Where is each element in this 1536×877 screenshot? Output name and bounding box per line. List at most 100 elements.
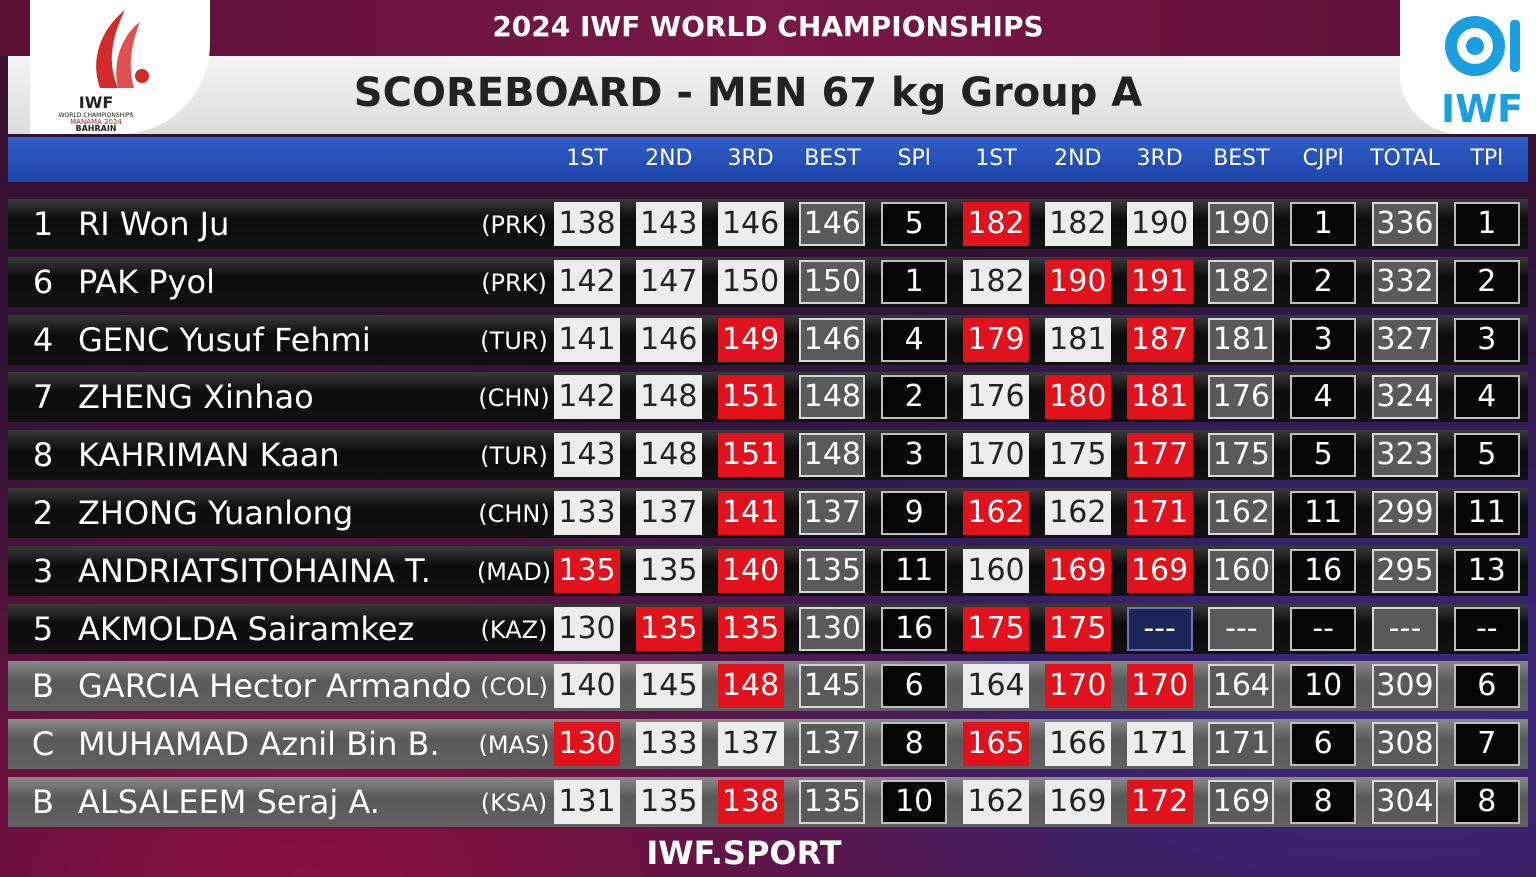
result-cell: 137 xyxy=(717,722,784,767)
athlete-row: 4 GENC Yusuf Fehmi (TUR) 141 146 149 146 4 179 18… xyxy=(8,314,1528,365)
result-cell: 145 xyxy=(635,664,702,709)
result-cell: --- xyxy=(1208,606,1275,651)
lot-number: B xyxy=(32,667,54,706)
result-cell: 135 xyxy=(799,780,866,824)
result-cell: 165 xyxy=(963,722,1029,767)
column-header: BEST xyxy=(1213,146,1270,171)
result-cell: 4 xyxy=(1290,375,1357,420)
lot-number: 1 xyxy=(32,205,54,243)
result-cell: 332 xyxy=(1372,259,1438,304)
result-cell: 137 xyxy=(799,722,866,767)
result-cell: 175 xyxy=(1044,606,1111,651)
result-cell: 3 xyxy=(1453,317,1520,362)
result-cell: 170 xyxy=(1126,664,1193,709)
nation: (PRK) xyxy=(481,211,547,239)
result-cell: 146 xyxy=(799,317,866,362)
athlete-row: C MUHAMAD Aznil Bin B. (MAS) 130 133 137 137 8 1… xyxy=(8,719,1528,770)
footer: IWF.SPORT xyxy=(646,834,842,872)
result-cell: 336 xyxy=(1372,202,1438,246)
result-cell: 170 xyxy=(963,433,1029,478)
result-cell: 170 xyxy=(1044,664,1111,709)
lot-number: 7 xyxy=(32,378,54,417)
result-cell: --- xyxy=(1126,606,1193,651)
athlete-name: KAHRIMAN Kaan xyxy=(78,436,340,475)
result-cell: 151 xyxy=(717,375,784,420)
result-cell: 299 xyxy=(1372,491,1438,535)
athlete-row: B GARCIA Hector Armando (COL) 140 145 148 145 6… xyxy=(8,661,1528,712)
result-cell: 147 xyxy=(635,259,702,304)
logo-shape xyxy=(96,10,125,88)
logo-dot xyxy=(135,69,149,83)
result-cell: 182 xyxy=(963,202,1029,246)
athlete-name: ZHONG Yuanlong xyxy=(78,494,354,532)
result-cell: 148 xyxy=(799,433,866,478)
logo-text: IWF xyxy=(79,93,114,112)
column-header: 2ND xyxy=(645,146,693,171)
result-cell: 130 xyxy=(554,722,620,767)
result-cell: 5 xyxy=(1290,433,1357,478)
result-cell: 179 xyxy=(963,317,1029,362)
result-cell: 148 xyxy=(635,375,702,420)
result-cell: 16 xyxy=(881,606,948,651)
result-cell: 172 xyxy=(1126,780,1193,824)
column-header: 2ND xyxy=(1054,146,1102,171)
result-cell: 135 xyxy=(799,548,866,593)
result-cell: 169 xyxy=(1044,548,1111,593)
athlete-name: AKMOLDA Sairamkez xyxy=(78,609,415,648)
result-cell: 160 xyxy=(963,548,1029,593)
column-header: 3RD xyxy=(727,146,774,171)
result-cell: 148 xyxy=(717,664,784,709)
result-cell: 11 xyxy=(881,548,948,593)
result-cell: 175 xyxy=(1208,433,1275,478)
result-cell: 133 xyxy=(635,722,702,767)
athlete-row: 6 PAK Pyol (PRK) 142 147 150 150 1 182 190 191 182 2… xyxy=(8,256,1528,307)
column-header: 1ST xyxy=(975,146,1017,171)
result-cell: 175 xyxy=(1044,433,1111,478)
result-cell: 11 xyxy=(1290,491,1357,535)
result-cell: 9 xyxy=(881,491,948,535)
result-cell: 8 xyxy=(881,722,948,767)
result-cell: 164 xyxy=(963,664,1029,709)
lot-number: C xyxy=(31,725,55,764)
result-cell: 148 xyxy=(799,375,866,420)
result-cell: 6 xyxy=(1453,664,1520,709)
result-cell: 138 xyxy=(717,780,784,824)
result-cell: 8 xyxy=(1290,780,1357,824)
result-cell: 177 xyxy=(1126,433,1193,478)
athlete-name: GENC Yusuf Fehmi xyxy=(78,320,371,359)
lot-number: 5 xyxy=(32,609,54,648)
result-cell: 308 xyxy=(1372,722,1438,767)
athlete-row: 3 ANDRIATSITOHAINA T. (MAD) 135 135 140 135 11 1… xyxy=(8,545,1528,596)
column-header: TPl xyxy=(1470,146,1504,171)
result-cell: 148 xyxy=(635,433,702,478)
logo-graphic: IWF xyxy=(1441,16,1523,131)
athlete-name: ZHENG Xinhao xyxy=(78,378,314,417)
result-cell: 151 xyxy=(717,433,784,478)
result-cell: 145 xyxy=(799,664,866,709)
result-cell: 131 xyxy=(554,780,620,824)
result-cell: 162 xyxy=(1208,491,1275,535)
result-cell: 137 xyxy=(635,491,702,535)
board-title: SCOREBOARD - MEN 67 kg Group A xyxy=(353,70,1143,116)
result-cell: 190 xyxy=(1126,202,1193,246)
result-cell: 182 xyxy=(1044,202,1111,246)
result-cell: 169 xyxy=(1126,548,1193,593)
result-cell: 4 xyxy=(881,317,948,362)
column-header: 1ST xyxy=(566,146,608,171)
result-cell: 190 xyxy=(1044,259,1111,304)
result-cell: 304 xyxy=(1372,780,1438,824)
result-cell: 10 xyxy=(881,780,948,824)
result-cell: 143 xyxy=(635,202,702,246)
result-cell: 146 xyxy=(635,317,702,362)
result-cell: 1 xyxy=(1453,202,1520,246)
result-cell: 175 xyxy=(963,606,1029,651)
result-cell: 141 xyxy=(554,317,620,362)
lot-number: B xyxy=(32,783,54,821)
result-cell: 162 xyxy=(963,780,1029,824)
result-cell: 146 xyxy=(717,202,784,246)
athlete-name: PAK Pyol xyxy=(78,262,215,301)
nation: (KSA) xyxy=(480,789,548,817)
result-cell: 171 xyxy=(1126,722,1193,767)
result-cell: 2 xyxy=(1290,259,1357,304)
lot-number: 2 xyxy=(32,494,54,532)
